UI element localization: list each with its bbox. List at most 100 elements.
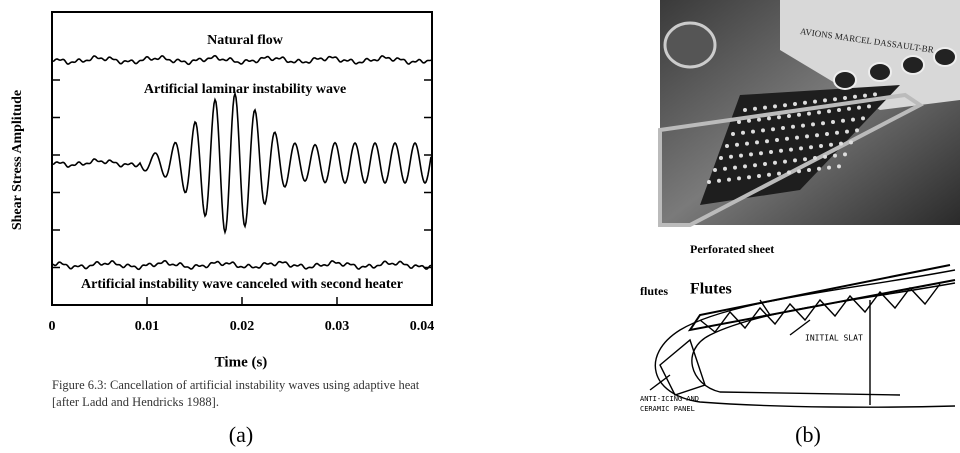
hole <box>795 135 799 140</box>
hole <box>851 117 855 122</box>
canceled-wave-trace <box>52 259 432 271</box>
hole <box>855 128 859 133</box>
diagram-label: ANTI-ICING AND <box>640 395 699 403</box>
hole <box>741 130 745 135</box>
hole <box>747 175 751 180</box>
hole <box>861 116 865 121</box>
trace-label: Artificial laminar instability wave <box>144 82 346 97</box>
plot-frame <box>51 11 433 306</box>
hole <box>809 145 813 150</box>
airfoil-outline <box>654 269 956 408</box>
hole <box>827 109 831 114</box>
hole <box>733 165 737 170</box>
x-tick-label: 0.04 <box>410 319 435 334</box>
diagram-label: CERAMIC PANEL <box>640 405 695 413</box>
hole <box>813 99 817 104</box>
hole <box>719 156 723 160</box>
hole <box>823 154 827 159</box>
hole <box>707 180 711 184</box>
hole <box>759 151 763 156</box>
hole <box>723 166 727 171</box>
hole <box>749 152 753 157</box>
panel-b-diagram <box>649 264 956 408</box>
engine <box>663 21 717 69</box>
leader <box>649 374 671 391</box>
panel <box>700 85 900 205</box>
panel-label: (b) <box>795 422 821 447</box>
diagram-label: INITIAL SLAT <box>805 334 863 343</box>
waveforms <box>52 54 432 271</box>
hole <box>821 121 825 126</box>
hole <box>771 127 775 132</box>
hole <box>817 166 821 171</box>
hole <box>775 138 779 142</box>
hole <box>835 130 839 135</box>
hole <box>837 164 841 169</box>
caption-line: [after Ladd and Hendricks 1988]. <box>52 395 219 409</box>
hole <box>747 118 751 123</box>
hole <box>867 104 871 109</box>
hole <box>789 147 793 152</box>
natural-flow-trace <box>52 54 432 66</box>
hole <box>781 126 785 130</box>
hole <box>845 129 849 134</box>
hole <box>763 162 767 166</box>
hole <box>853 94 857 99</box>
diagram-label: Flutes <box>690 281 732 298</box>
hole <box>833 153 837 158</box>
hole <box>797 112 801 117</box>
instability-wave-trace <box>52 90 432 236</box>
hole <box>737 176 741 181</box>
hole <box>777 115 781 120</box>
hole <box>731 132 735 136</box>
hole <box>843 152 847 157</box>
diagram-label: flutes <box>640 284 668 298</box>
hole <box>769 150 773 154</box>
trace-label: Artificial instability wave canceled wit… <box>81 277 403 292</box>
hole <box>815 133 819 138</box>
leader <box>759 299 771 316</box>
hole <box>785 136 789 141</box>
leader <box>789 319 811 336</box>
hole <box>791 124 795 129</box>
hole <box>857 105 861 110</box>
hole <box>811 122 815 127</box>
flutes <box>699 283 941 333</box>
hole <box>873 92 877 97</box>
x-tick-label: 0.03 <box>325 319 350 334</box>
hole <box>825 132 829 136</box>
fuselage <box>780 0 960 110</box>
hole <box>727 177 731 182</box>
hole <box>783 159 787 164</box>
hole <box>761 128 765 133</box>
hole <box>843 96 847 100</box>
hole <box>807 168 811 172</box>
hole <box>713 168 717 172</box>
hole <box>753 163 757 168</box>
hole <box>823 98 827 103</box>
x-tick-label: 0.02 <box>230 319 255 334</box>
hole <box>777 171 781 176</box>
hole <box>773 160 777 165</box>
hole <box>725 144 729 148</box>
hole <box>743 164 747 169</box>
hole <box>773 104 777 109</box>
hole <box>767 172 771 177</box>
hole <box>827 165 831 170</box>
hole <box>833 97 837 102</box>
hole <box>739 153 743 158</box>
hole <box>799 146 803 151</box>
hole <box>783 103 787 108</box>
windows <box>833 47 957 90</box>
hole <box>717 178 721 183</box>
slat-edge <box>658 92 924 227</box>
hole <box>753 106 757 111</box>
caption-line: Figure 6.3: Cancellation of artificial i… <box>52 378 420 392</box>
hole <box>779 148 783 153</box>
hole <box>787 170 791 175</box>
hole <box>757 117 761 122</box>
hole <box>757 174 761 178</box>
hole <box>743 108 747 112</box>
